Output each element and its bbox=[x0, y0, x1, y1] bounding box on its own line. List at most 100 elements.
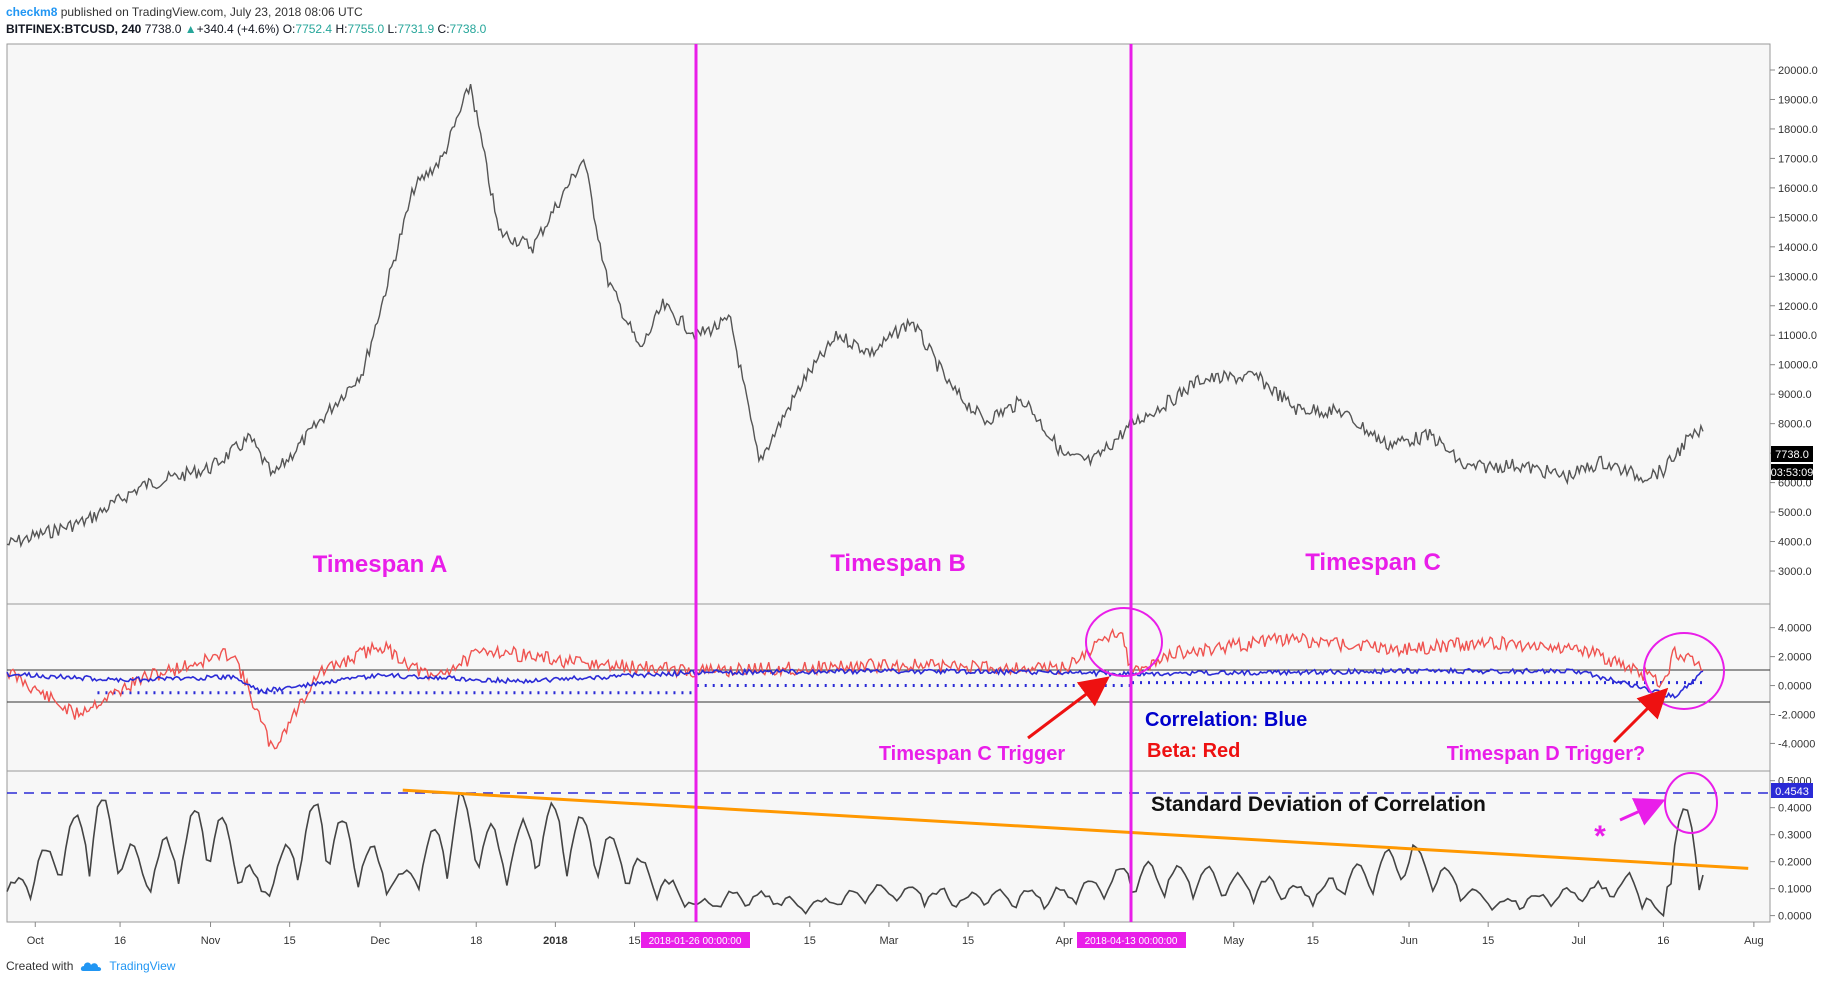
x-tick-label: Dec bbox=[370, 935, 390, 947]
high-value: 7755.0 bbox=[347, 22, 385, 36]
correlation-legend: Correlation: Blue bbox=[1145, 709, 1307, 731]
stdev-series-line bbox=[6, 791, 1704, 918]
price-tick-label: 19000.0 bbox=[1778, 94, 1818, 106]
high-label: H: bbox=[335, 22, 348, 36]
date-tag-2 bbox=[1077, 932, 1186, 948]
x-tick-label: 15 bbox=[628, 935, 640, 947]
price-tick-label: 16000.0 bbox=[1778, 183, 1818, 195]
x-tick-label: 15 bbox=[962, 935, 974, 947]
timespan-a-label: Timespan A bbox=[313, 551, 448, 578]
sd-tick-label: 0.2000 bbox=[1778, 857, 1812, 869]
x-tick-label: 16 bbox=[114, 935, 126, 947]
cb-tick-label: 4.0000 bbox=[1778, 623, 1812, 635]
footer: Created with TradingView bbox=[6, 959, 175, 973]
timespan-b-label: Timespan B bbox=[830, 550, 966, 577]
stdev-panel-title: Standard Deviation of Correlation bbox=[1151, 793, 1486, 816]
price-tick-label: 6000.0 bbox=[1778, 478, 1812, 490]
sd-tick-label: 0.3000 bbox=[1778, 830, 1812, 842]
x-tick-label: Jun bbox=[1400, 935, 1418, 947]
price-tick-label: 17000.0 bbox=[1778, 153, 1818, 165]
trigger-c-label: Timespan C Trigger bbox=[879, 743, 1066, 765]
trigger-d-arrow bbox=[1612, 687, 1669, 744]
price-series-line bbox=[6, 83, 1704, 549]
x-tick-label: 15 bbox=[1482, 935, 1494, 947]
price-y-axis: 20000.0 19000.0 18000.0 17000.0 16000.0 15000… bbox=[1770, 65, 1818, 578]
date-tag-1 bbox=[641, 932, 750, 948]
tradingview-cloud-icon bbox=[81, 962, 102, 971]
price-last-text: 7738.0 bbox=[1775, 449, 1809, 461]
tradingview-brand-link[interactable]: TradingView bbox=[109, 959, 176, 973]
x-tick-label: 15 bbox=[804, 935, 816, 947]
publish-info: published on TradingView.com, July 23, 2… bbox=[57, 5, 363, 19]
beta-series-line bbox=[6, 627, 1704, 750]
trigger-d-circle bbox=[1643, 632, 1725, 710]
x-tick-label: Oct bbox=[27, 935, 44, 947]
low-value: 7731.9 bbox=[397, 22, 435, 36]
asterisk-mark: * bbox=[1594, 820, 1606, 853]
timespan-c-label: Timespan C bbox=[1305, 549, 1441, 576]
cb-tick-label: 2.0000 bbox=[1778, 652, 1812, 664]
last-price: 7738.0 bbox=[144, 22, 182, 36]
close-value: 7738.0 bbox=[449, 22, 487, 36]
x-tick-label: 16 bbox=[1657, 935, 1669, 947]
x-tick-label: May bbox=[1223, 935, 1244, 947]
timer-text: 03:53:09 bbox=[1771, 467, 1814, 479]
x-tick-label: Mar bbox=[879, 935, 898, 947]
x-tick-label: 18 bbox=[470, 935, 482, 947]
cb-tick-label: -2.0000 bbox=[1778, 709, 1815, 721]
date-tag-1-text: 2018-01-26 00:00:00 bbox=[649, 936, 742, 947]
date-tag-2-text: 2018-04-13 00:00:00 bbox=[1085, 936, 1178, 947]
open-value: 7752.4 bbox=[295, 22, 333, 36]
publish-line: checkm8 published on TradingView.com, Ju… bbox=[6, 4, 486, 20]
x-tick-label: 15 bbox=[284, 935, 296, 947]
close-label: C: bbox=[437, 22, 450, 36]
price-tick-label: 9000.0 bbox=[1778, 389, 1812, 401]
cb-tick-label: -4.0000 bbox=[1778, 738, 1815, 750]
correlation-guides bbox=[97, 681, 1703, 695]
x-tick-label: Jul bbox=[1572, 935, 1586, 947]
stdev-level-tag bbox=[1771, 783, 1813, 798]
time-x-axis: Oct 16 Nov 15 Dec 18 2018 15 15 Mar 15 Apr May 15 Jun 1… bbox=[27, 922, 1764, 947]
chart-header: checkm8 published on TradingView.com, Ju… bbox=[6, 4, 486, 37]
correlation-series-line bbox=[6, 666, 1704, 699]
trigger-d-label: Timespan D Trigger? bbox=[1447, 743, 1646, 765]
price-tick-label: 5000.0 bbox=[1778, 507, 1812, 519]
x-tick-label: Apr bbox=[1056, 935, 1073, 947]
chart-frame bbox=[6, 43, 1771, 923]
x-tick-label: 2018 bbox=[543, 935, 567, 947]
price-tick-label: 18000.0 bbox=[1778, 124, 1818, 136]
low-label: L: bbox=[387, 22, 398, 36]
author-link[interactable]: checkm8 bbox=[6, 5, 58, 19]
price-tick-label: 13000.0 bbox=[1778, 271, 1818, 283]
ohlc-line: BITFINEX:BTCUSD, 240 7738.0 ▲+340.4 (+4.… bbox=[6, 21, 486, 37]
price-tick-label: 4000.0 bbox=[1778, 537, 1812, 549]
price-change: +340.4 (+4.6%) bbox=[196, 22, 280, 36]
sd-tick-label: 0.4000 bbox=[1778, 803, 1812, 815]
asterisk-arrow bbox=[1619, 798, 1666, 826]
open-label: O: bbox=[282, 22, 296, 36]
x-tick-label: Nov bbox=[201, 935, 221, 947]
cb-tick-label: 0.0000 bbox=[1778, 681, 1812, 693]
sd-tick-label: 0.1000 bbox=[1778, 884, 1812, 896]
created-with-text: Created with bbox=[6, 959, 74, 973]
price-tick-label: 8000.0 bbox=[1778, 419, 1812, 431]
up-triangle-icon: ▲ bbox=[184, 22, 197, 36]
stdev-trend-line bbox=[402, 788, 1749, 870]
trigger-c-arrow bbox=[1027, 676, 1110, 740]
symbol-label: BITFINEX:BTCUSD, 240 bbox=[6, 22, 142, 36]
x-tick-label: Aug bbox=[1744, 935, 1764, 947]
price-tick-label: 3000.0 bbox=[1778, 566, 1812, 578]
corr-beta-y-axis: 4.0000 2.0000 0.0000 -2.0000 -4.0000 bbox=[1770, 623, 1815, 750]
price-tick-label: 15000.0 bbox=[1778, 212, 1818, 224]
stdev-level-text: 0.4543 bbox=[1775, 786, 1809, 798]
x-tick-label: 15 bbox=[1307, 935, 1319, 947]
price-tick-label: 20000.0 bbox=[1778, 65, 1818, 77]
trigger-c-circle bbox=[1085, 607, 1163, 677]
price-tick-label: 12000.0 bbox=[1778, 301, 1818, 313]
price-last-tag bbox=[1771, 446, 1813, 462]
beta-legend: Beta: Red bbox=[1147, 740, 1240, 762]
sd-tick-label: 0.0000 bbox=[1778, 911, 1812, 923]
price-tick-label: 14000.0 bbox=[1778, 242, 1818, 254]
